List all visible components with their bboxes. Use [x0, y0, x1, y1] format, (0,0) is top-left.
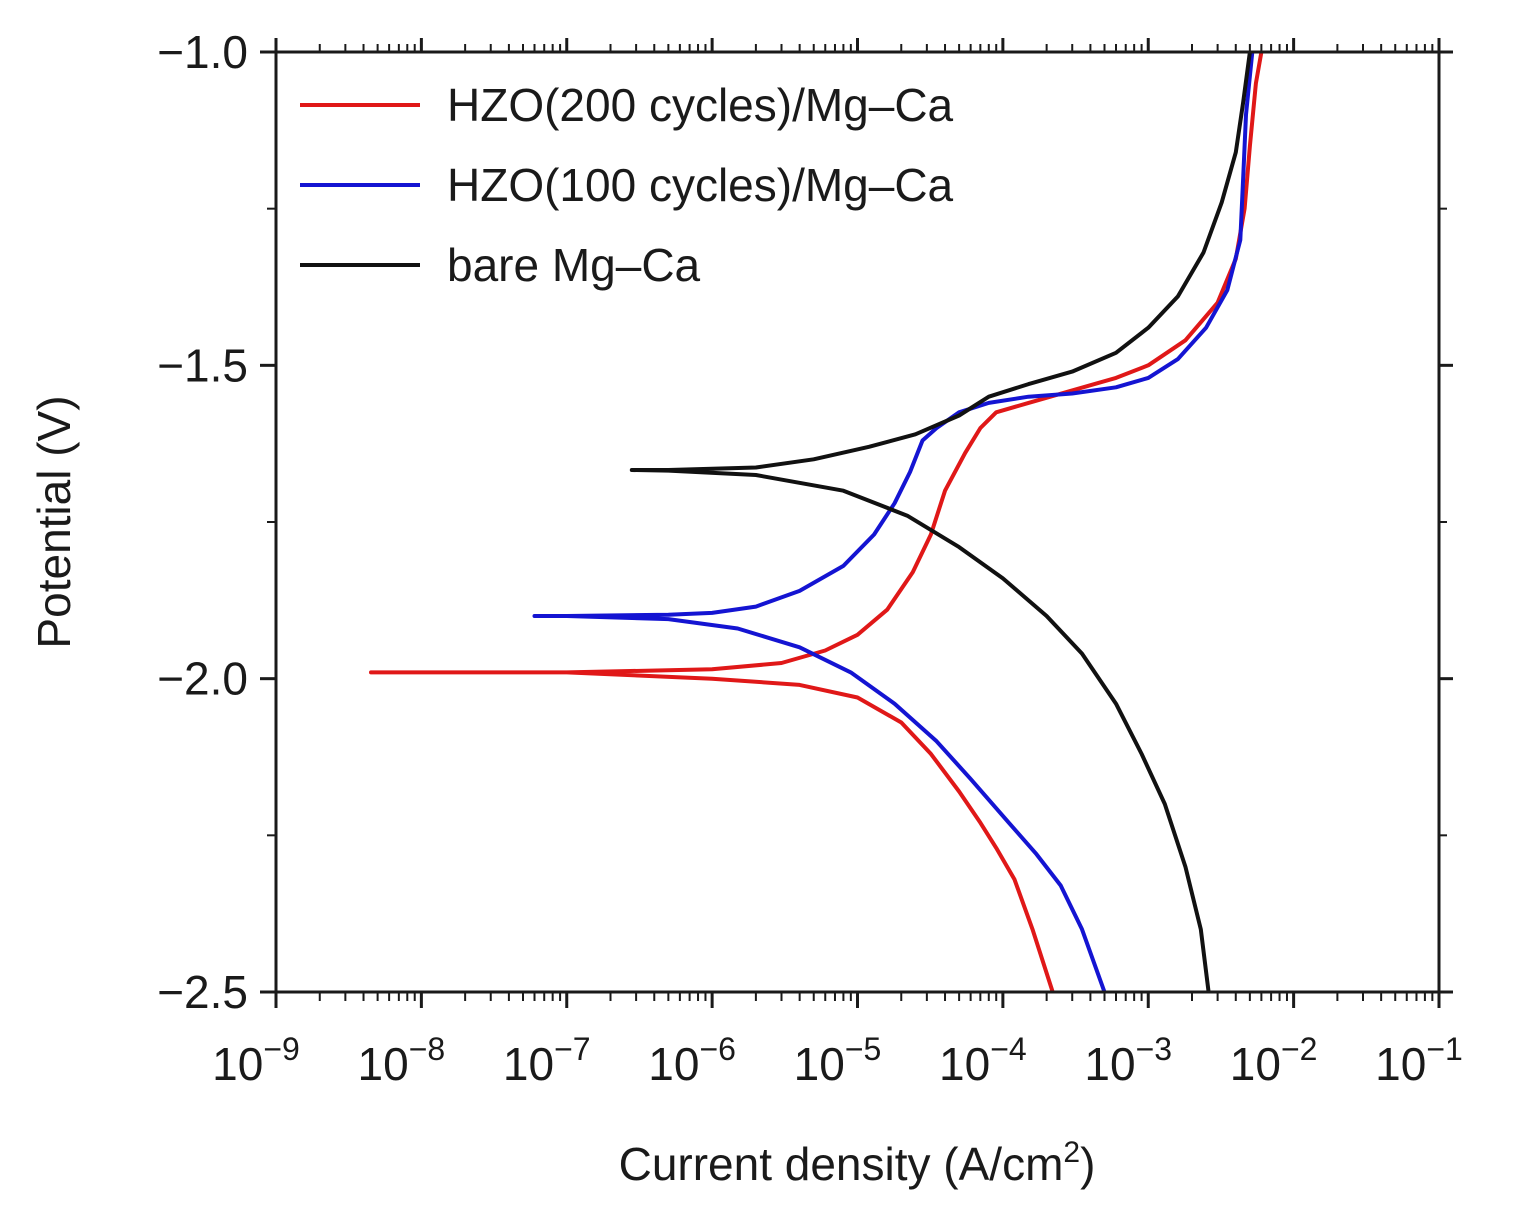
x-tick-label-3: 10−7: [503, 1031, 591, 1090]
x-tick-label-4: 10−6: [648, 1031, 736, 1090]
y-tick-label-4: −2.5: [157, 966, 248, 1018]
y-tick-label-3: −2.0: [157, 653, 248, 705]
x-tick-label-7: 10−3: [1084, 1031, 1172, 1090]
x-tick-label-8: 10−2: [1230, 1031, 1318, 1090]
x-tick-label-6: 10−4: [939, 1031, 1027, 1090]
x-axis-title: Current density (A/cm2): [619, 1136, 1096, 1190]
legend-label-1: HZO(200 cycles)/Mg–Ca: [447, 79, 954, 131]
legend-label-3: bare Mg–Ca: [447, 239, 701, 291]
y-axis-title: Potential (V): [28, 395, 80, 648]
series-layer: [369, 52, 1264, 992]
y-tick-label-2: −1.5: [157, 339, 248, 391]
x-tick-label-1: 10−9: [212, 1031, 300, 1090]
legend-label-2: HZO(100 cycles)/Mg–Ca: [447, 159, 954, 211]
y-tick-labels: −1.0 −1.5 −2.0 −2.5: [157, 26, 248, 1018]
series-line-3: [629, 52, 1252, 992]
series-line-1: [369, 52, 1264, 992]
x-tick-label-2: 10−8: [358, 1031, 446, 1090]
x-tick-label-9: 10−1: [1375, 1031, 1463, 1090]
legend: HZO(200 cycles)/Mg–Ca HZO(100 cycles)/Mg–…: [300, 79, 954, 291]
axis-ticks: [260, 38, 1453, 1008]
y-tick-label-1: −1.0: [157, 26, 248, 78]
x-tick-labels: 10−9 10−8 10−7 10−6 10−5 10−4 10−3 10−2 10−1: [212, 1031, 1463, 1090]
series-line-2: [532, 52, 1255, 992]
x-tick-label-5: 10−5: [794, 1031, 882, 1090]
